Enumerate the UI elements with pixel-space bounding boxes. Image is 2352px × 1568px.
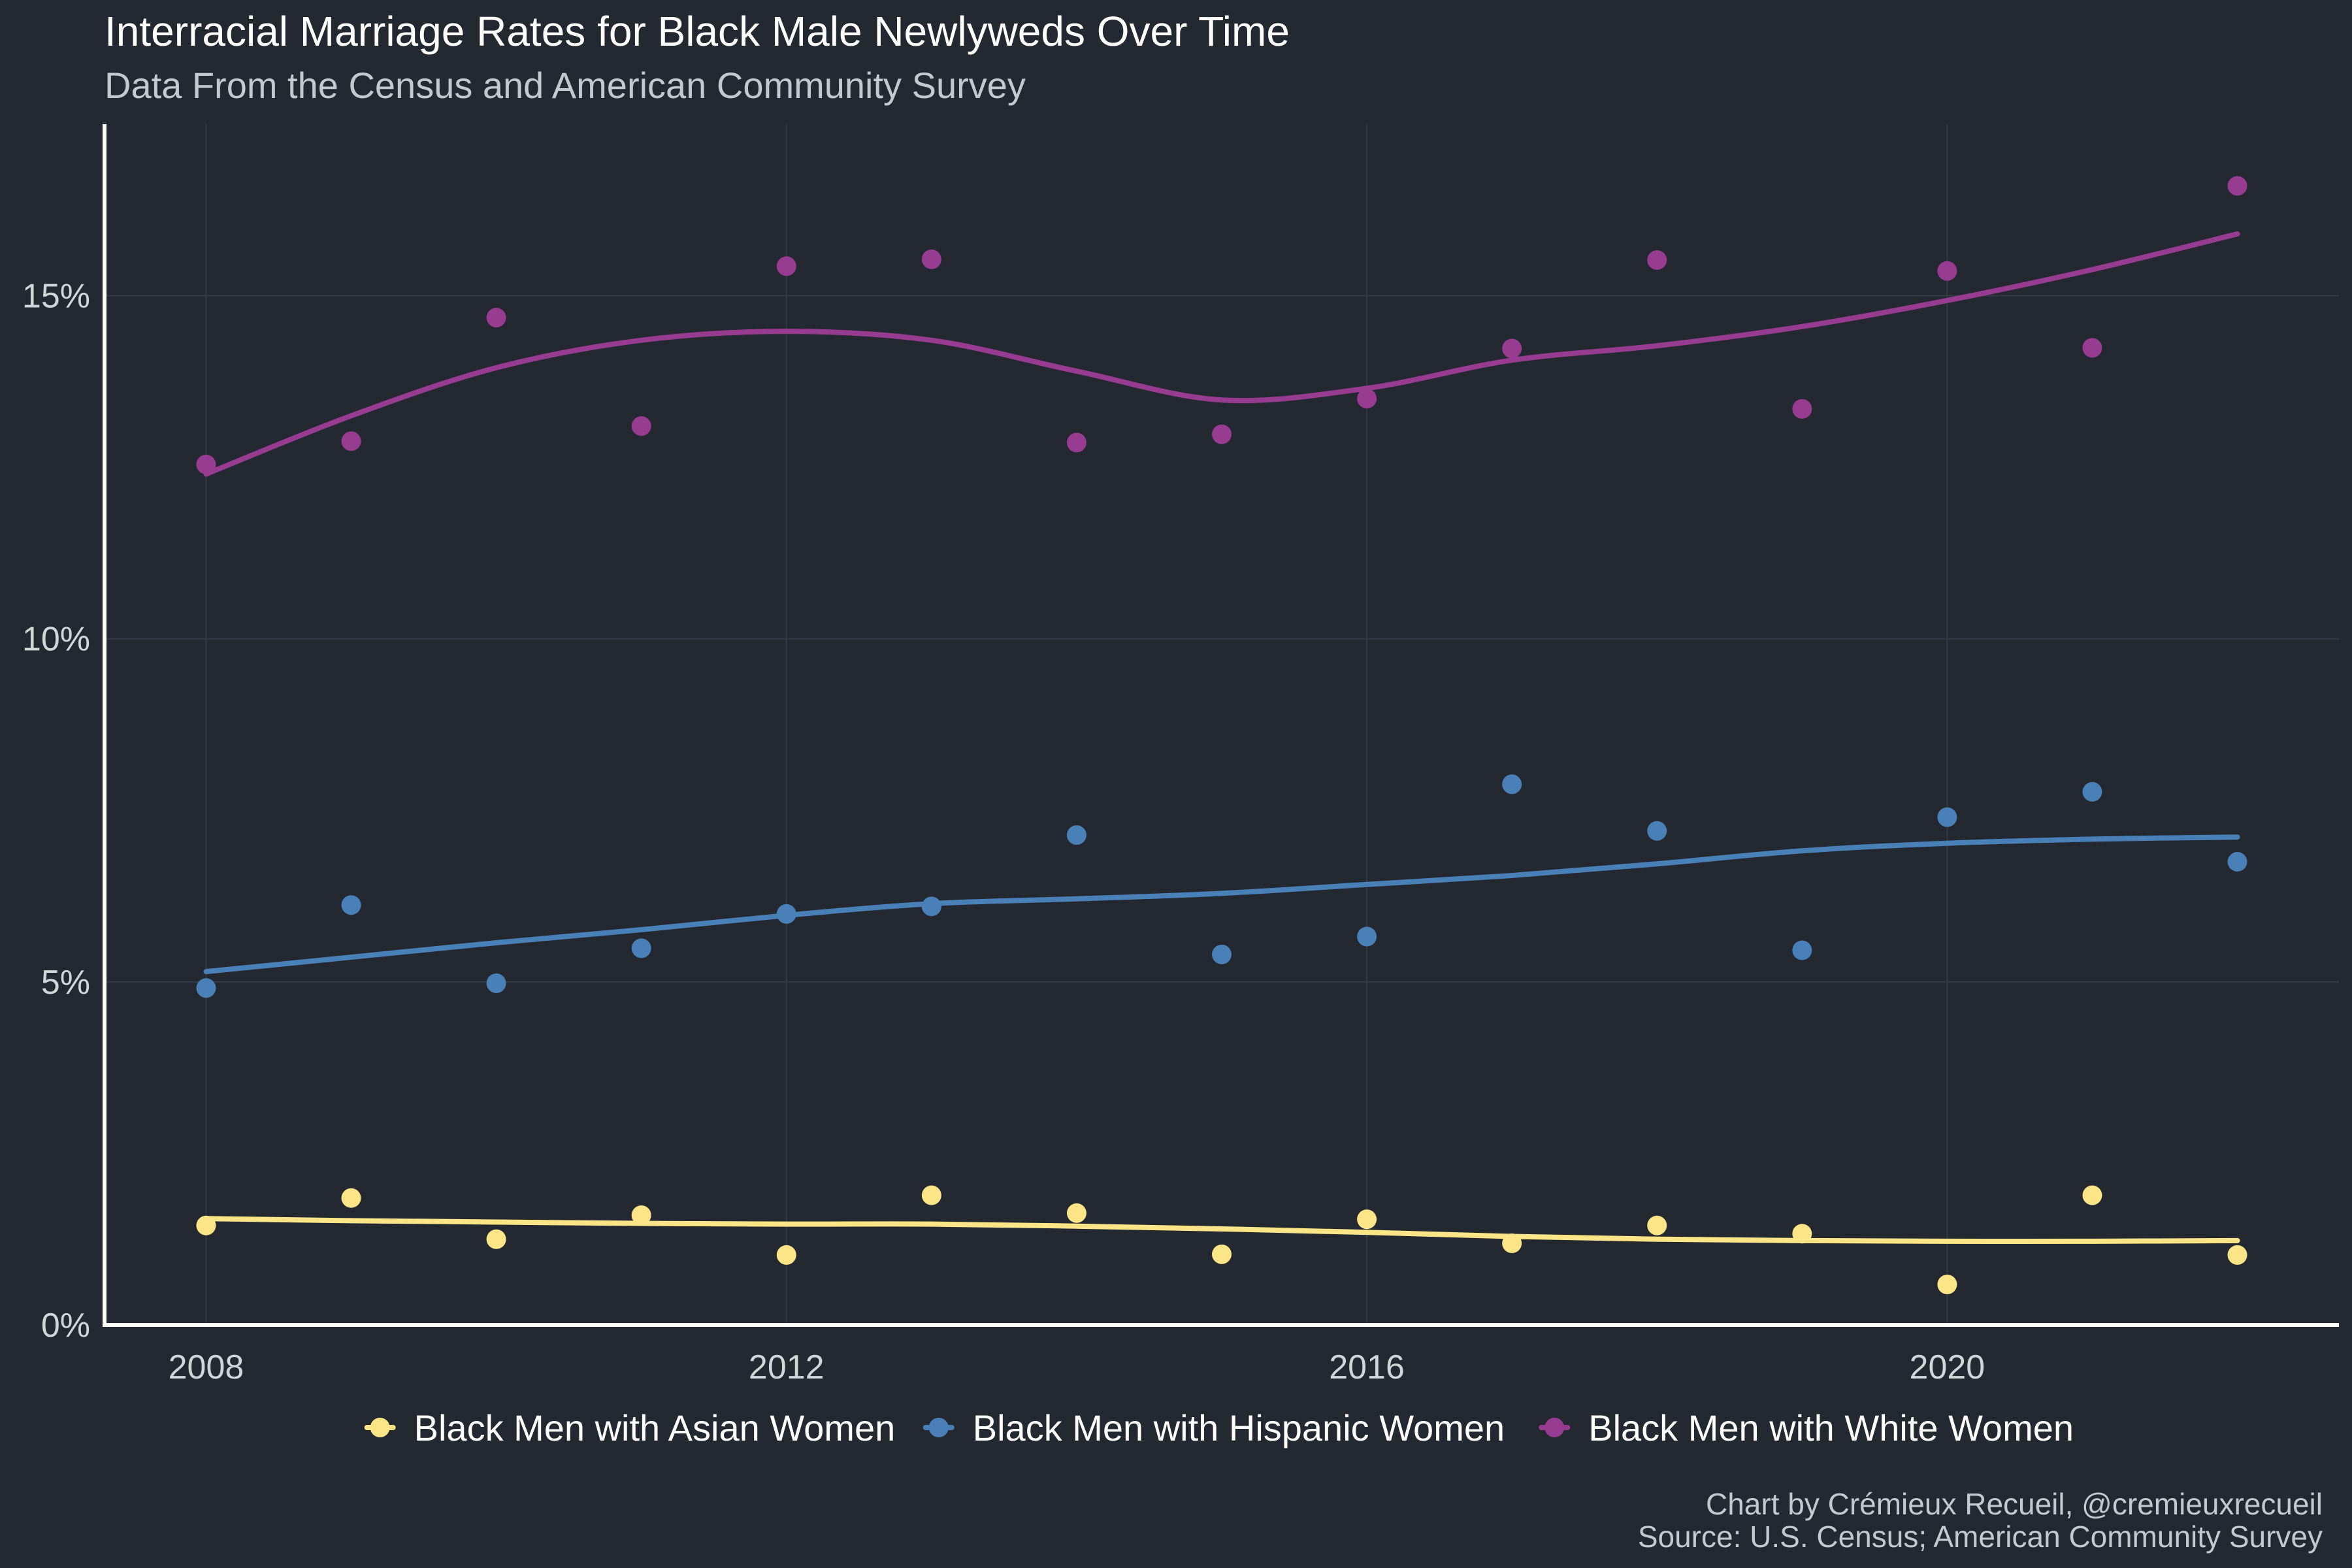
legend-item-black-men-with-hispanic-women: Black Men with Hispanic Women [923,1407,1505,1448]
y-tick-label: 10% [22,621,90,659]
gridlines [105,124,2339,1325]
data-point [1647,250,1667,270]
legend-item-black-men-with-asian-women: Black Men with Asian Women [364,1407,896,1448]
axes: 0% 5% 10% 15% 2008 2012 2016 2020 [22,124,2339,1386]
data-point [921,249,941,269]
data-point [1212,944,1232,964]
data-point [1647,821,1667,841]
data-point [2082,1185,2102,1205]
data-point [921,1185,941,1205]
data-point [2082,338,2102,358]
trend-line [203,1216,2240,1244]
data-point [1212,1244,1232,1264]
data-point [341,431,361,451]
chart-title: Interracial Marriage Rates for Black Mal… [105,8,1290,55]
legend-item-black-men-with-white-women: Black Men with White Women [1539,1407,2074,1448]
legend-key-dot [928,1418,949,1437]
chart-subtitle: Data From the Census and American Commun… [105,65,1026,106]
legend-label: Black Men with Asian Women [414,1407,896,1448]
series-black-men-with-white-women [196,176,2247,477]
data-point [1647,1215,1667,1235]
data-point [1792,940,1812,960]
data-point [1357,389,1377,409]
caption-credit: Chart by Crémieux Recueil, @cremieuxrecu… [1706,1487,2323,1521]
legend: Black Men with Asian Women Black Men with… [364,1407,2074,1448]
trend-line [203,834,2240,975]
data-point [631,416,651,436]
x-tick-label: 2012 [749,1348,825,1386]
trend-line [203,231,2240,477]
caption-source: Source: U.S. Census; American Community … [1638,1520,2323,1554]
series-group [196,176,2247,1295]
data-point [486,308,506,328]
data-point [1212,424,1232,444]
data-point [776,1245,796,1265]
data-point [341,895,361,915]
data-point [1357,1209,1377,1230]
x-tick-label: 2020 [1910,1348,1985,1386]
data-point [1066,825,1086,845]
data-point [1066,433,1086,453]
series-black-men-with-hispanic-women [196,774,2247,998]
data-point [1937,807,1957,827]
data-point [2227,852,2247,872]
legend-key-dot [370,1418,390,1437]
data-point [196,978,216,998]
data-point [2082,781,2102,802]
data-point [776,256,796,276]
data-point [631,938,651,958]
series-black-men-with-asian-women [196,1185,2247,1295]
y-tick-label: 15% [22,278,90,316]
data-point [1357,926,1377,947]
legend-label: Black Men with Hispanic Women [973,1407,1505,1448]
data-point [486,1229,506,1249]
data-point [486,973,506,993]
y-tick-label: 5% [41,964,90,1002]
data-point [1937,1275,1957,1295]
data-point [631,1205,651,1225]
data-point [2227,1245,2247,1265]
data-point [1937,261,1957,281]
data-point [1502,774,1522,794]
data-point [2227,176,2247,196]
legend-key-dot [1544,1418,1565,1437]
y-tick-label: 0% [41,1307,90,1345]
data-point [1792,399,1812,419]
data-point [341,1188,361,1208]
x-tick-label: 2008 [169,1348,244,1386]
data-point [1502,338,1522,359]
x-tick-label: 2016 [1329,1348,1405,1386]
data-point [1066,1203,1086,1223]
legend-label: Black Men with White Women [1588,1407,2074,1448]
